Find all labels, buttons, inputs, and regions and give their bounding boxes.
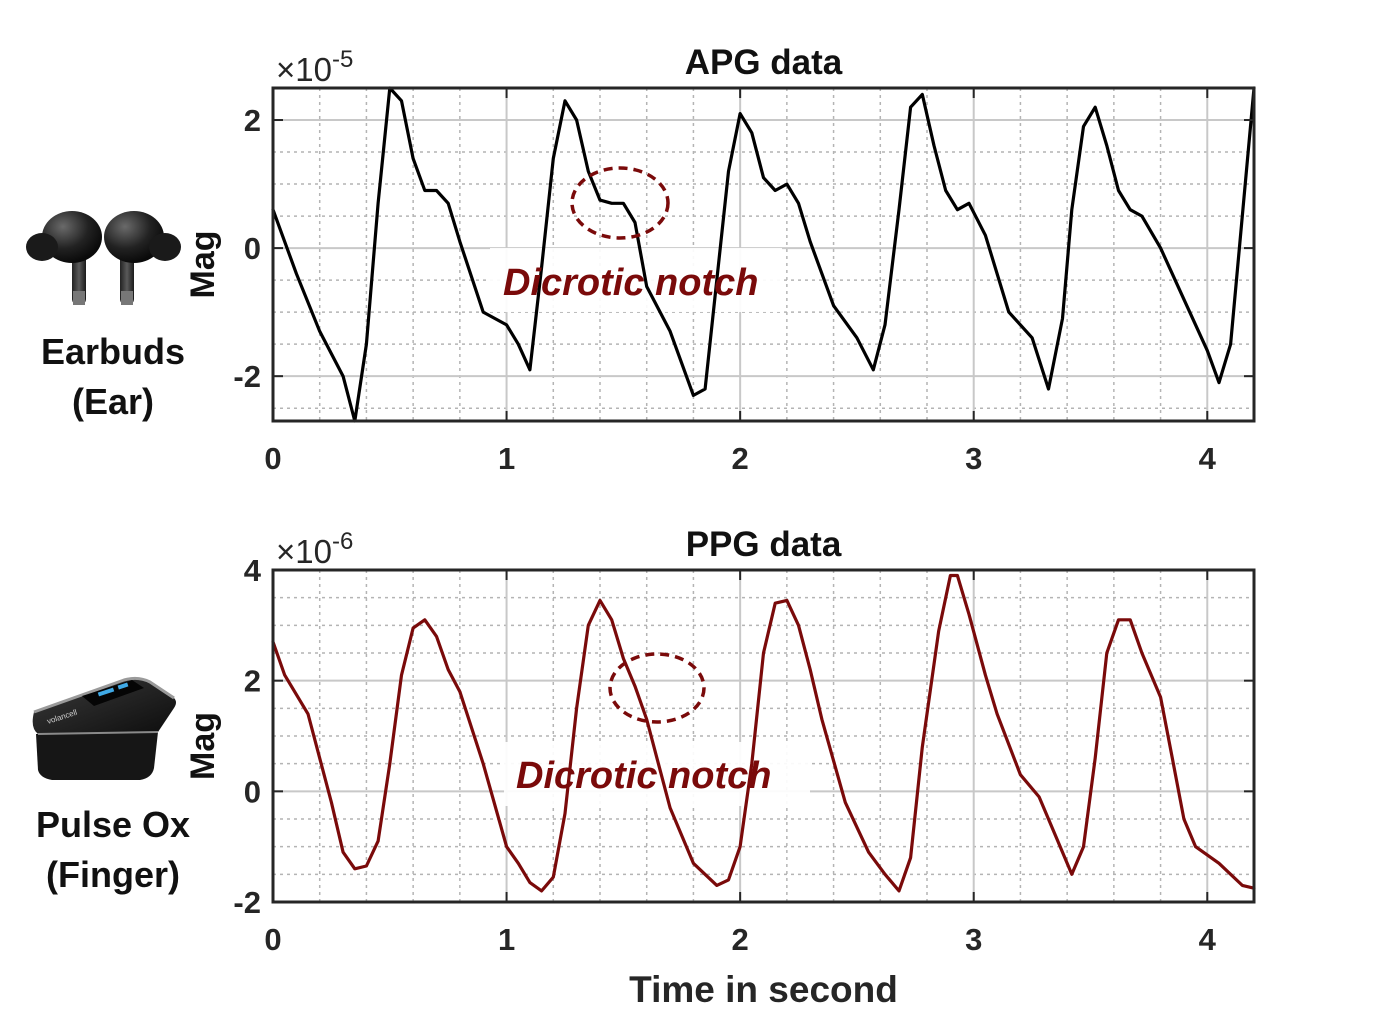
pulse-ox-label-line2: (Finger) [46, 854, 180, 895]
series-line [271, 573, 1256, 893]
dicrotic-notch-ellipse [608, 652, 706, 724]
y-tick-label: 4 [244, 553, 262, 588]
y-axis-label: Mag [184, 712, 222, 780]
y-axis-label: Mag [184, 231, 222, 299]
x-tick-label: 0 [264, 922, 281, 957]
earbuds-label: Earbuds (Ear) [18, 327, 208, 427]
x-tick-label: 4 [1199, 441, 1217, 476]
annotation-text: Dicrotic notch [516, 755, 771, 797]
y-tick-label: -2 [233, 885, 261, 920]
chart-title: PPG data [686, 525, 842, 564]
series-line [271, 86, 1256, 423]
exponent-label: ×10-5 [276, 46, 353, 88]
y-tick-label: 2 [244, 664, 261, 699]
x-tick-label: 0 [264, 441, 281, 476]
dicrotic-notch-ellipse [570, 166, 670, 240]
earbuds-label-line1: Earbuds [40, 331, 186, 372]
earbuds-label-line2: (Ear) [71, 381, 155, 422]
x-tick-label: 4 [1199, 922, 1217, 957]
y-tick-label: 2 [244, 103, 261, 138]
annotation-text: Dicrotic notch [503, 262, 758, 304]
x-tick-label: 3 [965, 922, 982, 957]
y-tick-label: 0 [244, 774, 261, 809]
y-tick-label: 0 [244, 231, 261, 266]
x-tick-label: 2 [732, 441, 749, 476]
exponent-power: -6 [332, 528, 353, 555]
exponent-power: -5 [332, 46, 353, 73]
plot-0: Dicrotic notch 0 1 2 3 4 -2 0 2 APG data ×10-5 Mag [184, 43, 1256, 476]
x-tick-label: 2 [732, 922, 749, 957]
exponent-label: ×10-6 [276, 528, 353, 570]
axes-box [271, 568, 1256, 904]
pulse-ox-label-line1: Pulse Ox [35, 804, 191, 845]
x-tick-label: 1 [498, 441, 515, 476]
axes-box [271, 86, 1256, 423]
chart-title: APG data [685, 43, 843, 82]
x-tick-label: 1 [498, 922, 515, 957]
pulse-oximeter-icon: volancell [32, 676, 176, 780]
x-axis-label: Time in second [629, 969, 898, 1010]
pulse-ox-label: Pulse Ox (Finger) [8, 800, 218, 900]
y-tick-label: -2 [233, 359, 261, 394]
x-tick-label: 3 [965, 441, 982, 476]
earbuds-icon [26, 211, 181, 305]
